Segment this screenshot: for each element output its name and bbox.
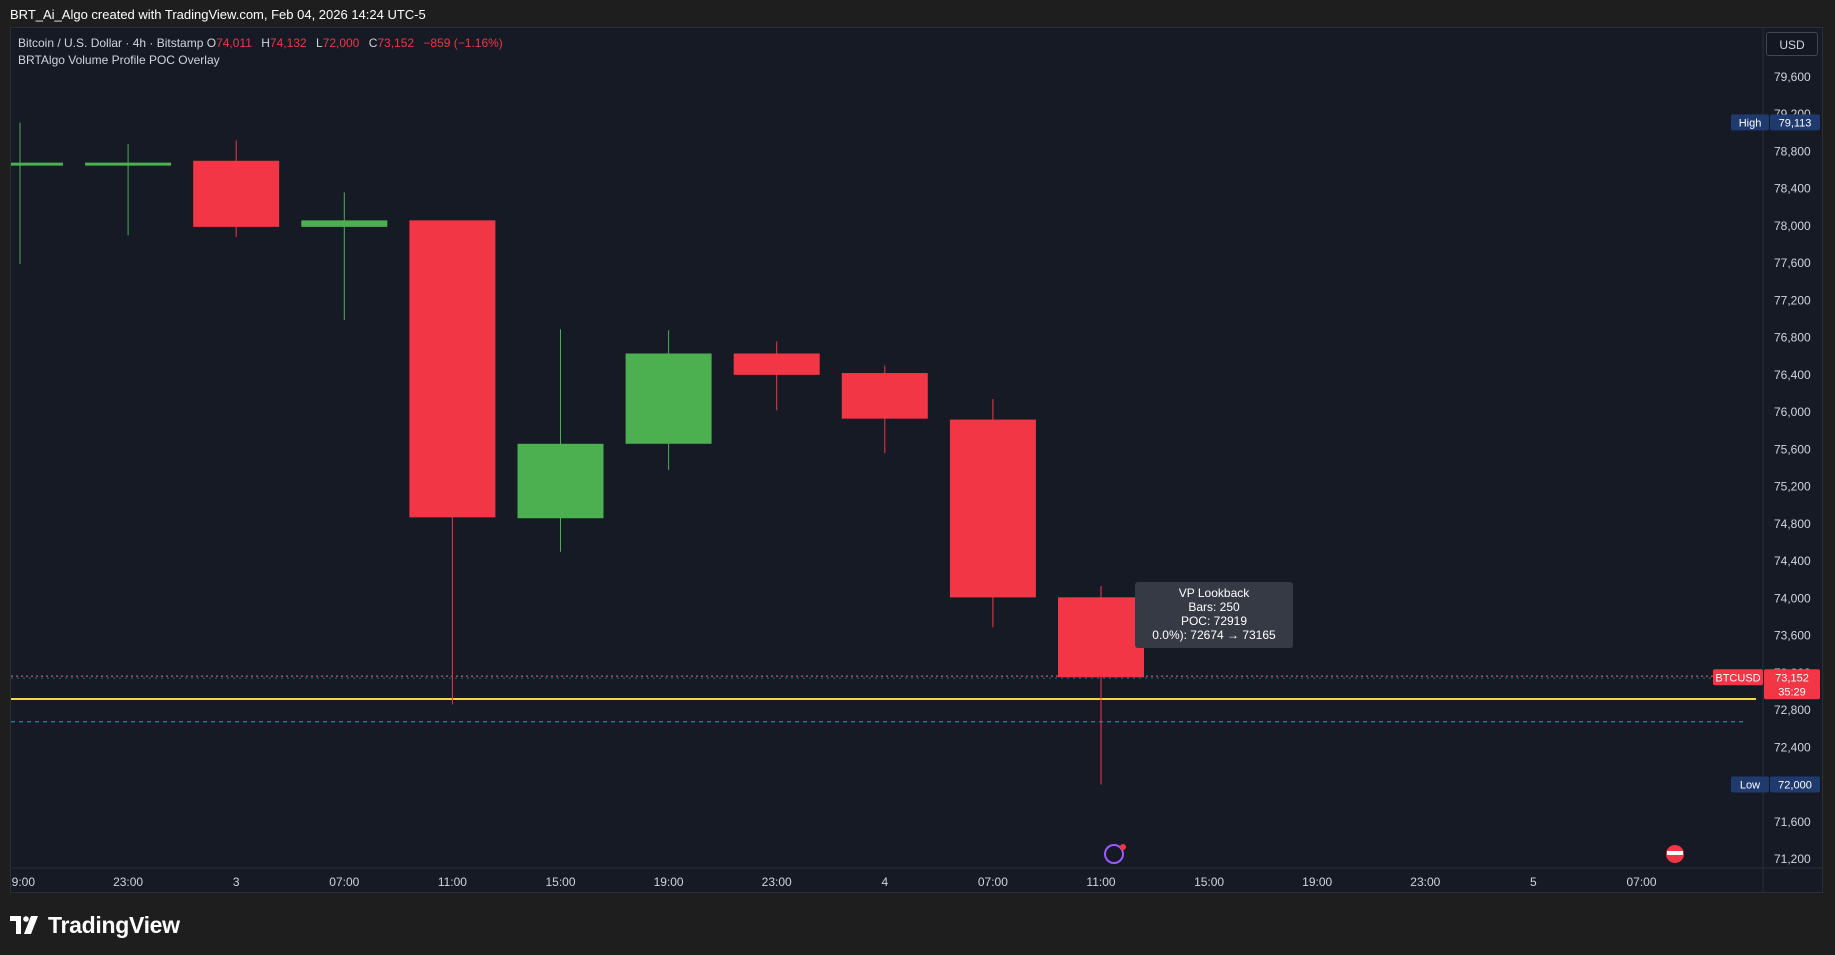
x-tick-label[interactable]: 07:00 [978,875,1008,889]
y-tick-label[interactable]: 75,600 [1774,442,1811,456]
low-value-bg [1770,776,1820,793]
x-tick-label[interactable]: 07:00 [1626,875,1656,889]
y-tick-label[interactable]: 76,800 [1774,331,1811,345]
y-tick-label[interactable]: 72,800 [1774,703,1811,717]
y-tick-label[interactable]: 73,600 [1774,629,1811,643]
close-value: 73,152 [377,36,415,50]
high-label-bg [1731,114,1769,131]
x-tick-label[interactable]: 23:00 [1410,875,1440,889]
high-label: H [261,36,270,50]
x-tick-label[interactable]: 11:00 [1086,875,1115,889]
low-label: Low [1740,780,1760,792]
y-tick-label[interactable]: 71,600 [1774,815,1811,829]
candle-body[interactable] [949,419,1036,598]
y-tick-label[interactable]: 71,200 [1774,852,1811,866]
candle-body[interactable] [625,353,712,444]
ai-event-icon[interactable] [1104,844,1124,864]
y-tick-label[interactable]: 74,400 [1774,554,1811,568]
candle-body[interactable] [517,443,604,519]
symbol-legend: Bitcoin / U.S. Dollar · 4h · Bitstamp O7… [18,36,509,50]
candle-body[interactable] [409,220,496,518]
x-tick-label[interactable]: 4 [881,875,888,889]
y-tick-label[interactable]: 78,000 [1774,219,1811,233]
us-flag-stripe [1667,851,1683,855]
tooltip-range: 0.0%): 72674 → 73165 [1152,628,1276,642]
y-tick-label[interactable]: 76,400 [1774,368,1811,382]
x-tick-label[interactable]: 23:00 [113,875,143,889]
candle-body[interactable] [193,160,280,227]
low-label: L [315,36,323,50]
tooltip-title: VP Lookback [1178,586,1250,600]
y-tick-label[interactable]: 78,800 [1774,144,1811,158]
symbol-price-tag: BTCUSD [1715,672,1760,684]
currency-selector[interactable]: USD [1766,32,1818,56]
candle-body[interactable] [1058,597,1144,678]
x-tick-label[interactable]: 23:00 [762,875,792,889]
x-tick-label[interactable]: 15:00 [1194,875,1224,889]
last-price-value: 73,152 [1775,672,1809,684]
y-tick-label[interactable]: 72,400 [1774,740,1811,754]
x-tick-label[interactable]: 11:00 [438,875,467,889]
candle-body[interactable] [733,353,820,375]
open-label: O [206,36,217,50]
tradingview-logo-icon [10,916,38,934]
chart-area[interactable]: 79,600 79,200 78,800 78,400 78,000 77,600 77,2… [10,27,1823,893]
last-price-value-bg [1764,669,1820,686]
y-tick-label[interactable]: 77,600 [1774,256,1811,270]
low-label-bg [1731,776,1769,793]
low-value: 72,000 [322,36,360,50]
low-value: 72,000 [1778,780,1812,792]
open-value: 74,011 [216,36,252,50]
y-tick-label[interactable]: 74,800 [1774,517,1811,531]
candlestick-chart[interactable]: 79,60079,20078,80078,40078,00077,60077,2… [11,28,1822,892]
x-tick-label[interactable]: 07:00 [329,875,359,889]
indicator-legend[interactable]: BRTAlgo Volume Profile POC Overlay [18,53,220,67]
vp-tooltip: VP Lookback Bars: 250 POC: 72919 0.0%): … [1135,582,1293,648]
y-tick-label[interactable]: 78,400 [1774,182,1811,196]
high-value-bg [1770,114,1820,131]
y-tick-label[interactable]: 77,200 [1774,293,1811,307]
bar-countdown-bg [1764,683,1820,700]
candle-body[interactable] [301,220,388,227]
tradingview-logo[interactable]: TradingView [10,908,180,942]
high-value: 74,132 [269,36,307,50]
x-tick-label[interactable]: 19:00 [1302,875,1332,889]
close-label: C [368,36,378,50]
y-tick-label[interactable]: 79,600 [1774,70,1811,84]
y-tick-label[interactable]: 75,200 [1774,480,1811,494]
symbol-title[interactable]: Bitcoin / U.S. Dollar · 4h · Bitstamp [18,36,204,50]
candle-body[interactable] [11,162,63,166]
tooltip-bars: Bars: 250 [1188,600,1240,614]
y-tick-label[interactable]: 76,000 [1774,405,1811,419]
high-value: 79,113 [1779,117,1812,129]
tradingview-brand: TradingView [48,911,180,938]
x-tick-label[interactable]: 15:00 [545,875,575,889]
x-tick-label[interactable]: 19:00 [654,875,684,889]
tooltip-poc: POC: 72919 [1180,614,1248,628]
chart-caption: BRT_Ai_Algo created with TradingView.com… [10,7,426,22]
symbol-price-tag-bg [1713,669,1763,686]
x-tick-label[interactable]: 19:00 [11,875,35,889]
change-value: −859 (−1.16%) [423,36,503,50]
y-tick-label[interactable]: 74,000 [1774,591,1811,605]
ai-event-dot [1120,844,1126,850]
x-tick-label[interactable]: 5 [1530,875,1537,889]
candle-body[interactable] [841,373,928,419]
x-tick-label[interactable]: 3 [233,875,240,889]
candle-body[interactable] [85,162,172,166]
high-label: High [1739,117,1762,129]
bar-countdown: 35:29 [1778,686,1806,698]
